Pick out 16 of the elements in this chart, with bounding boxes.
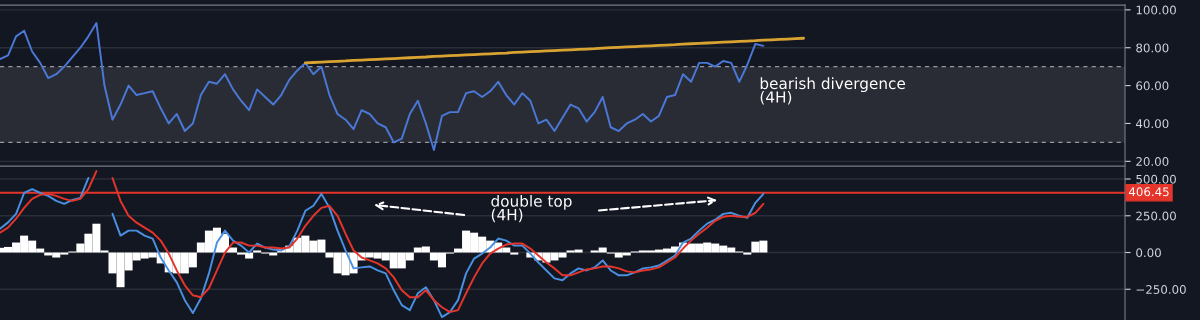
y-tick-label: 20.00 [1136, 157, 1169, 166]
y-tick-label: 80.00 [1136, 43, 1169, 53]
y-tick-label: −250.00 [1136, 285, 1186, 294]
ref-line-label: 406.45 [1128, 187, 1169, 197]
line-series [303, 36, 805, 65]
y-tick-label: 60.00 [1136, 81, 1169, 91]
bar [510, 252, 519, 255]
annotation: double top (4H) [491, 194, 572, 223]
bar [743, 252, 752, 255]
y-tick-label: 250.00 [1136, 211, 1176, 221]
annotation: bearish divergence (4H) [760, 77, 906, 105]
y-tick-label: 500.00 [1136, 174, 1176, 184]
y-tick-label: 40.00 [1135, 119, 1169, 129]
y-tick-label: 100.00 [1136, 5, 1176, 15]
bar [253, 250, 262, 253]
y-tick-label: 0.00 [1136, 248, 1161, 258]
